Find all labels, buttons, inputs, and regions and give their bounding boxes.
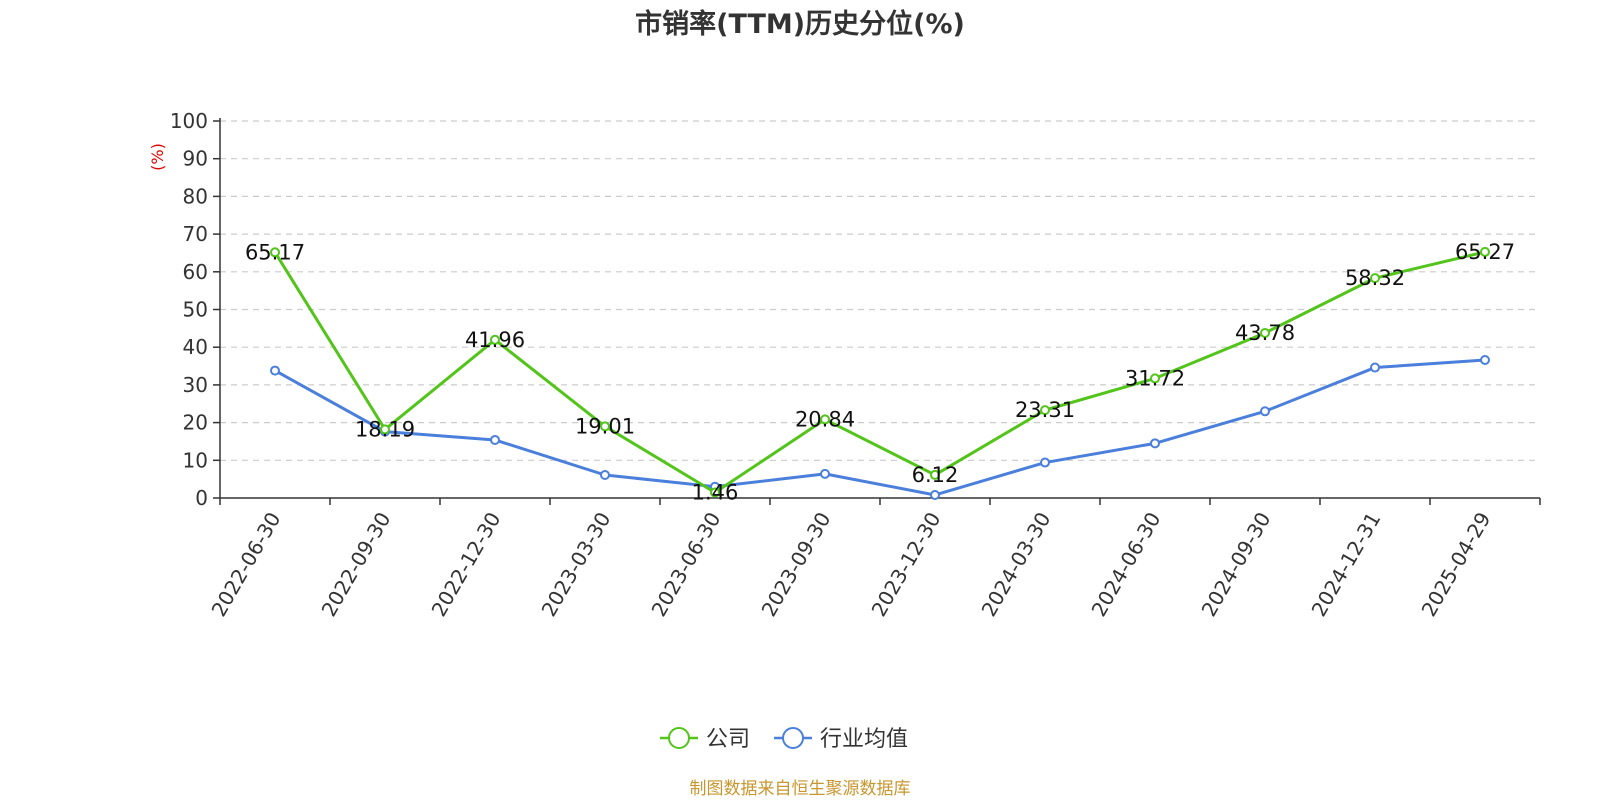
data-point: [1480, 355, 1490, 366]
x-tick-label: 2023-12-30: [866, 508, 945, 621]
data-point: [600, 470, 610, 481]
series-group: [270, 246, 1490, 500]
series-line: [274, 358, 1486, 497]
data-point: [820, 468, 830, 479]
y-tick-label: 80: [183, 184, 208, 208]
x-tick-label: 2023-09-30: [756, 508, 835, 621]
data-label: 31.72: [1125, 366, 1185, 390]
chart-title: 市销率(TTM)历史分位(%): [635, 8, 965, 40]
data-point: [600, 421, 610, 432]
legend-item: 公司: [660, 727, 750, 752]
data-point: [1150, 373, 1160, 384]
data-label: 20.84: [795, 407, 855, 431]
data-point: [820, 414, 830, 425]
data-label: 6.12: [912, 463, 959, 487]
y-tick-label: 50: [183, 298, 208, 322]
data-point: [930, 469, 940, 480]
x-tick-label: 2024-06-30: [1086, 508, 1165, 621]
data-label: 65.27: [1455, 240, 1515, 264]
x-tick-label: 2024-09-30: [1196, 508, 1275, 621]
data-label: 1.46: [692, 480, 739, 504]
data-point: [1150, 438, 1160, 449]
data-point: [1040, 405, 1050, 416]
data-point: [1370, 362, 1380, 373]
y-tick-label: 20: [183, 411, 208, 435]
data-point: [930, 489, 940, 500]
x-tick-labels: 2022-06-30 2022-09-30 2022-12-30 2023-03-30…: [206, 508, 1495, 621]
y-tick-label: 70: [183, 222, 208, 246]
legend-label: 公司: [706, 727, 750, 752]
x-tick-label: 2024-03-30: [976, 508, 1055, 621]
legend: 公司 行业均值: [660, 727, 908, 752]
data-point: [270, 365, 280, 376]
data-label: 43.78: [1235, 321, 1295, 345]
data-label: 18.19: [355, 417, 415, 441]
data-label: 65.17: [245, 240, 305, 264]
axes: [213, 118, 1541, 505]
data-label: 19.01: [575, 414, 635, 438]
y-tick-label: 30: [183, 373, 208, 397]
data-point: [270, 247, 280, 258]
data-point: [1040, 457, 1050, 468]
x-tick-label: 2023-03-30: [536, 508, 615, 621]
data-point: [1260, 327, 1270, 338]
data-point: [1260, 406, 1270, 417]
y-tick-label: 100: [170, 109, 208, 133]
data-label: 58.32: [1345, 266, 1405, 290]
y-tick-label: 10: [183, 448, 208, 472]
legend-swatch-marker: [668, 727, 690, 749]
y-tick-label: 90: [183, 147, 208, 171]
data-point: [490, 434, 500, 445]
legend-item: 行业均值: [774, 727, 908, 752]
data-label: 23.31: [1015, 398, 1075, 422]
x-tick-label: 2024-12-31: [1306, 508, 1385, 621]
data-point: [1480, 246, 1490, 257]
y-tick-label: 0: [195, 486, 208, 510]
x-tick-label: 2022-06-30: [206, 508, 285, 621]
data-point: [710, 487, 720, 498]
grid-lines: [220, 120, 1540, 461]
y-tick-label: 60: [183, 260, 208, 284]
y-axis-label: (%): [148, 143, 167, 171]
data-label: 41.96: [465, 328, 525, 352]
y-tick-label: 40: [183, 335, 208, 359]
x-tick-label: 2022-09-30: [316, 508, 395, 621]
data-labels: 65.17 18.19 41.96 19.01 1.46 20.84 6.12 23.31 31…: [245, 240, 1515, 505]
y-tick-labels: 0 10 20 30 40 50 60 70 80 90 100: [170, 109, 208, 510]
data-point: [490, 334, 500, 345]
x-tick-label: 2023-06-30: [646, 508, 725, 621]
data-point: [1370, 273, 1380, 284]
legend-swatch-marker: [782, 727, 805, 749]
x-tick-label: 2022-12-30: [426, 508, 505, 621]
x-tick-label: 2025-04-29: [1416, 508, 1495, 621]
legend-label: 行业均值: [820, 727, 908, 752]
data-point: [380, 424, 390, 435]
source-note: 制图数据来自恒生聚源数据库: [690, 779, 911, 799]
series-line: [273, 250, 1486, 494]
